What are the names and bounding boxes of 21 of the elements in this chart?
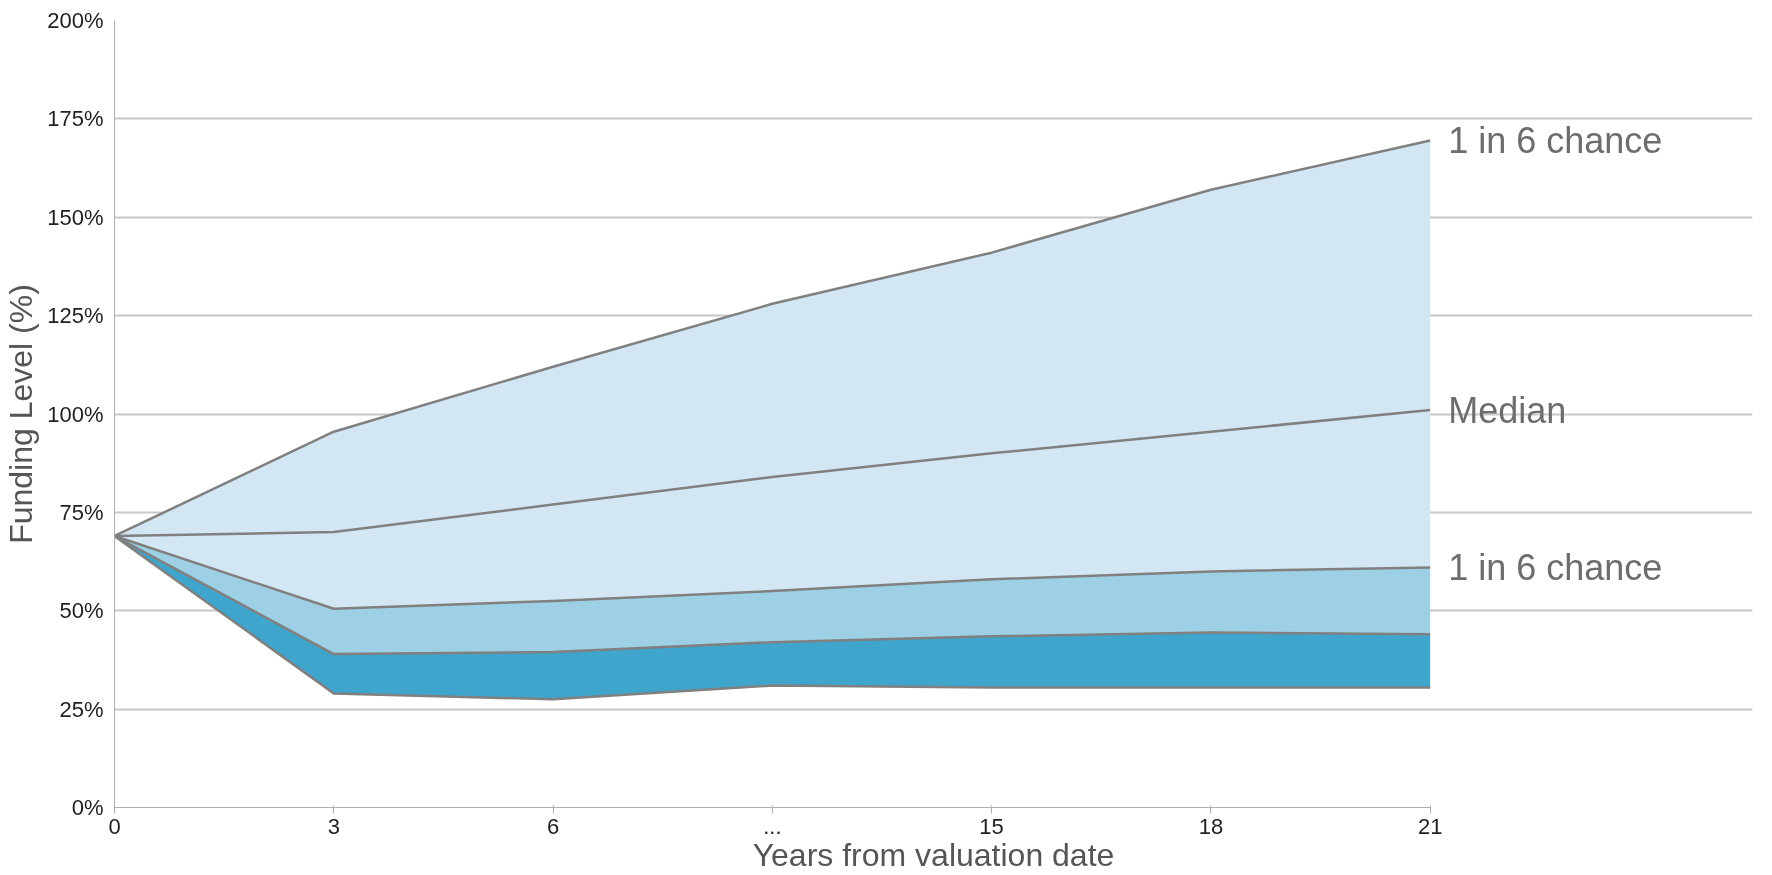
series-label: 1 in 6 chance bbox=[1448, 546, 1663, 588]
x-tick-label: 21 bbox=[1417, 813, 1443, 839]
x-axis-title: Years from valuation date bbox=[752, 836, 1115, 873]
x-tick-label: 3 bbox=[327, 813, 340, 839]
y-tick-label: 150% bbox=[47, 204, 104, 230]
y-tick-label: 25% bbox=[59, 696, 104, 722]
y-tick-label: 175% bbox=[47, 106, 104, 132]
y-tick-label: 75% bbox=[59, 499, 104, 525]
y-tick-label: 50% bbox=[59, 598, 104, 624]
y-tick-label: 125% bbox=[47, 303, 104, 329]
x-tick-label: 15 bbox=[979, 813, 1004, 839]
y-tick-label: 100% bbox=[47, 401, 104, 427]
x-tick-label: 18 bbox=[1198, 813, 1224, 839]
x-tick-label: ... bbox=[763, 813, 782, 839]
y-axis-title: Funding Level (%) bbox=[3, 284, 40, 544]
series-label: Median bbox=[1448, 389, 1567, 431]
x-tick-label: 6 bbox=[546, 813, 560, 839]
y-tick-label: 200% bbox=[47, 8, 104, 33]
series-label: 1 in 6 chance bbox=[1448, 120, 1663, 162]
y-tick-label: 0% bbox=[71, 795, 104, 820]
x-tick-label: 0 bbox=[108, 813, 121, 839]
